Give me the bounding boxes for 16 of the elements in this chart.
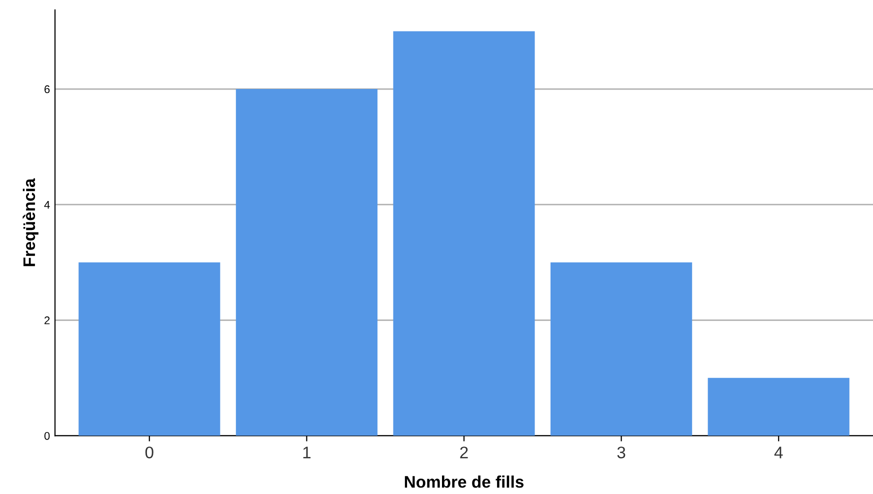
y-tick-label: 2 xyxy=(44,316,50,324)
y-axis-title: Freqüència xyxy=(22,178,38,266)
x-tick-label: 0 xyxy=(145,446,154,458)
bar xyxy=(236,89,378,436)
y-tick-label: 6 xyxy=(44,85,50,94)
x-tick-label: 2 xyxy=(460,446,468,458)
x-tick-label: 4 xyxy=(774,446,783,458)
y-tick-label: 0 xyxy=(44,432,50,440)
x-tick-label: 3 xyxy=(617,446,626,458)
bar xyxy=(393,31,535,436)
bar xyxy=(708,378,850,436)
bar xyxy=(550,262,692,436)
x-tick-label: 1 xyxy=(303,446,311,458)
x-axis-title: Nombre de fills xyxy=(404,476,524,488)
bar xyxy=(78,262,220,436)
y-tick-label: 4 xyxy=(44,200,50,209)
